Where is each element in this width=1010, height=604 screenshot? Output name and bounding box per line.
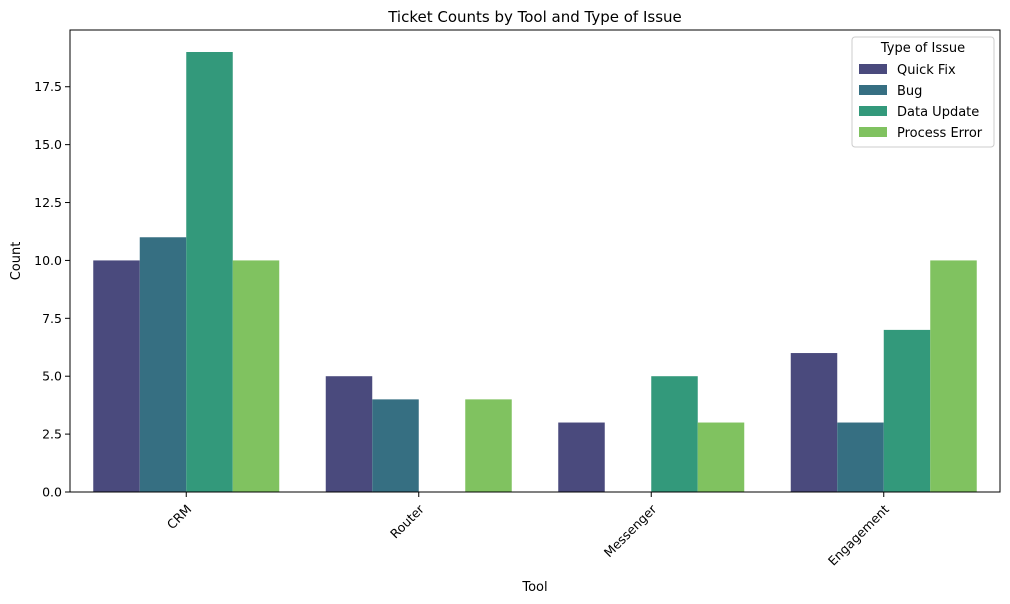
x-tick-label: Messenger [601, 501, 660, 560]
bar-quick-fix-router [325, 376, 373, 492]
bar-data-update-messenger [651, 376, 698, 492]
y-axis-label: Count [9, 242, 24, 281]
bars-group [93, 52, 977, 492]
legend-swatch [859, 85, 887, 95]
bar-bug-crm [139, 237, 187, 492]
bar-quick-fix-crm [93, 260, 140, 492]
y-axis: 0.0 2.5 5.0 7.5 10.0 12.5 15.0 17.5 [34, 79, 70, 500]
bar-bug-engagement [837, 422, 884, 492]
x-tick-label: CRM [164, 502, 195, 533]
y-tick-label: 7.5 [42, 311, 62, 326]
legend-items: Quick Fix Bug Data Update Process Error [859, 63, 983, 141]
chart-title: Ticket Counts by Tool and Type of Issue [387, 8, 682, 26]
bar-quick-fix-messenger [558, 422, 605, 492]
bar-data-update-crm [186, 52, 233, 492]
x-tick-label: Engagement [825, 501, 892, 568]
x-axis: CRM Router Messenger Engagement [164, 492, 892, 569]
y-tick-label: 2.5 [42, 427, 62, 442]
legend-swatch [859, 127, 887, 137]
legend-label: Quick Fix [897, 63, 956, 78]
legend-label: Bug [897, 84, 922, 99]
y-tick-label: 17.5 [34, 79, 62, 94]
y-tick-label: 5.0 [42, 369, 62, 384]
y-tick-label: 10.0 [34, 253, 62, 268]
bar-process-error-crm [232, 260, 280, 492]
x-axis-label: Tool [521, 580, 547, 595]
bar-bug-router [372, 399, 419, 492]
y-tick-label: 12.5 [34, 195, 62, 210]
bar-process-error-router [465, 399, 512, 492]
legend-swatch [859, 64, 887, 74]
bar-process-error-engagement [930, 260, 977, 492]
legend-swatch [859, 106, 887, 116]
bar-data-update-engagement [883, 329, 931, 492]
legend-frame [851, 36, 995, 148]
legend-title: Type of Issue [880, 41, 965, 56]
legend-label: Data Update [897, 105, 979, 120]
plot-frame [69, 29, 1001, 493]
y-tick-label: 0.0 [42, 485, 62, 500]
y-tick-label: 15.0 [34, 137, 62, 152]
legend: Type of Issue Quick Fix Bug Data Update Pro… [851, 36, 995, 148]
bar-quick-fix-engagement [790, 353, 838, 492]
x-tick-label: Router [387, 501, 428, 542]
bar-process-error-messenger [697, 422, 745, 492]
legend-label: Process Error [897, 126, 983, 141]
